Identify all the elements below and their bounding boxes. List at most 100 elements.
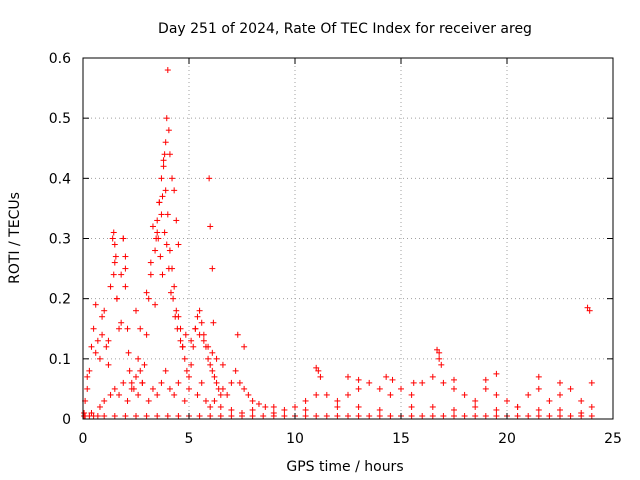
data-point bbox=[92, 301, 99, 308]
data-point bbox=[143, 412, 150, 419]
data-point bbox=[172, 313, 179, 320]
data-point bbox=[160, 163, 167, 170]
data-point bbox=[143, 331, 150, 338]
data-point bbox=[234, 331, 241, 338]
data-point bbox=[163, 241, 170, 248]
data-point bbox=[588, 412, 595, 419]
axis-ticks: 0 5 10 15 20 25 0 0.1 0.2 0.3 0.4 0.5 0.6 bbox=[49, 51, 622, 447]
data-point bbox=[546, 412, 553, 419]
data-point bbox=[133, 373, 139, 380]
data-point bbox=[209, 367, 216, 374]
data-point bbox=[493, 406, 500, 413]
data-point bbox=[126, 367, 133, 374]
data-point bbox=[137, 325, 144, 332]
data-point bbox=[118, 319, 125, 326]
data-point bbox=[122, 412, 129, 419]
data-point bbox=[376, 406, 383, 413]
data-point bbox=[110, 271, 117, 278]
data-point bbox=[99, 313, 106, 320]
data-point bbox=[156, 199, 163, 206]
data-point bbox=[504, 397, 510, 404]
data-point bbox=[355, 385, 362, 392]
data-point bbox=[578, 412, 585, 419]
data-point bbox=[194, 313, 201, 320]
data-point bbox=[170, 295, 177, 302]
data-point bbox=[159, 271, 166, 278]
data-point bbox=[398, 385, 404, 392]
x-tick-label: 5 bbox=[185, 431, 194, 447]
data-point bbox=[345, 412, 351, 419]
data-point bbox=[125, 349, 132, 356]
data-point bbox=[154, 217, 161, 224]
data-point bbox=[161, 229, 168, 236]
data-point bbox=[578, 397, 585, 404]
data-point bbox=[493, 391, 500, 398]
data-point bbox=[461, 412, 468, 419]
data-point bbox=[101, 412, 108, 419]
data-point bbox=[190, 343, 197, 350]
data-point bbox=[213, 355, 220, 362]
data-point bbox=[164, 211, 171, 218]
data-point bbox=[387, 412, 394, 419]
x-tick-label: 20 bbox=[498, 431, 516, 447]
data-point bbox=[302, 412, 309, 419]
data-point bbox=[440, 379, 447, 386]
data-point bbox=[302, 406, 309, 413]
data-point bbox=[133, 412, 139, 419]
data-point bbox=[181, 397, 188, 404]
data-point bbox=[366, 412, 373, 419]
data-point bbox=[376, 412, 383, 419]
data-point bbox=[429, 412, 436, 419]
data-point bbox=[567, 385, 574, 392]
data-point bbox=[232, 367, 239, 374]
data-point bbox=[429, 403, 436, 410]
data-point bbox=[205, 343, 212, 350]
data-point bbox=[419, 412, 426, 419]
y-tick-label: 0 bbox=[62, 412, 71, 428]
data-point bbox=[281, 406, 288, 413]
data-point bbox=[169, 175, 176, 182]
data-point bbox=[355, 403, 362, 410]
data-point bbox=[96, 403, 103, 410]
data-point bbox=[165, 127, 172, 134]
data-point bbox=[110, 229, 117, 236]
data-point bbox=[567, 412, 574, 419]
data-point bbox=[149, 385, 156, 392]
data-point bbox=[262, 403, 269, 410]
x-tick-label: 10 bbox=[286, 431, 304, 447]
data-point bbox=[162, 139, 169, 146]
data-point bbox=[175, 412, 182, 419]
data-point bbox=[173, 217, 180, 224]
data-point bbox=[557, 406, 563, 413]
data-point bbox=[535, 385, 542, 392]
data-point bbox=[152, 301, 159, 308]
data-point bbox=[217, 391, 224, 398]
data-point bbox=[440, 412, 447, 419]
data-point bbox=[188, 337, 195, 344]
data-point bbox=[103, 343, 110, 350]
data-point bbox=[164, 412, 171, 419]
data-point bbox=[219, 385, 226, 392]
data-point bbox=[147, 271, 154, 278]
data-point bbox=[181, 355, 188, 362]
data-point bbox=[387, 391, 394, 398]
data-point bbox=[177, 337, 184, 344]
data-point bbox=[92, 349, 99, 356]
data-point bbox=[188, 361, 195, 368]
data-point bbox=[249, 397, 256, 404]
data-point bbox=[107, 391, 114, 398]
data-point bbox=[482, 376, 489, 383]
data-point bbox=[451, 406, 457, 413]
data-point bbox=[111, 385, 118, 392]
data-point bbox=[410, 379, 417, 386]
data-point bbox=[133, 307, 139, 314]
y-tick-label: 0.6 bbox=[49, 51, 71, 67]
data-point bbox=[124, 325, 131, 332]
data-point bbox=[588, 379, 595, 386]
x-tick-label: 0 bbox=[79, 431, 88, 447]
data-point bbox=[105, 361, 112, 368]
data-point bbox=[120, 379, 127, 386]
data-point bbox=[194, 391, 201, 398]
data-point bbox=[302, 397, 309, 404]
